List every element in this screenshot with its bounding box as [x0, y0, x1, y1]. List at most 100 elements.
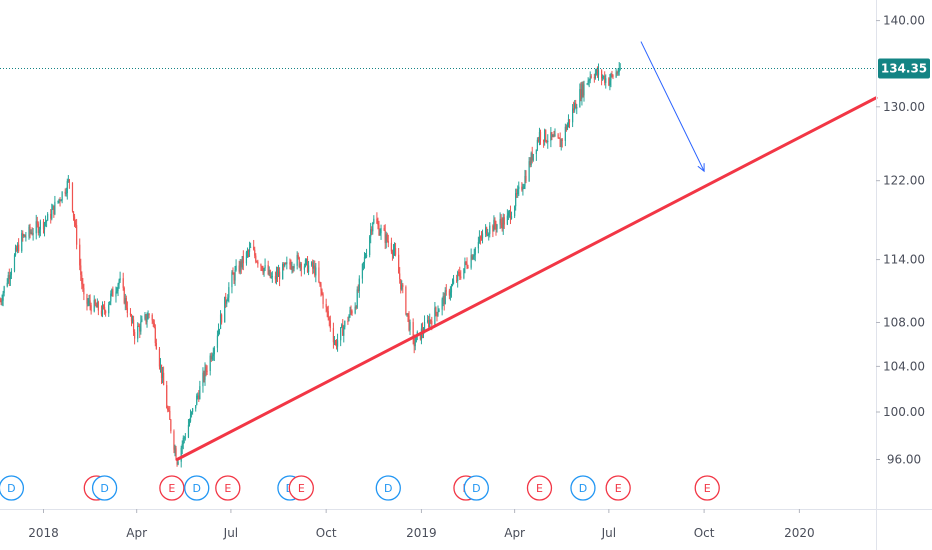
candle-body [539, 132, 542, 140]
candle-body [523, 186, 525, 189]
candle-body [573, 108, 575, 111]
candle-body [450, 285, 453, 293]
candle-body [333, 341, 336, 343]
earnings-marker[interactable]: E [526, 475, 553, 501]
candle-body [118, 280, 120, 285]
candle-body [406, 313, 408, 315]
candle-body [516, 193, 518, 195]
candle-body [456, 280, 458, 282]
candle-body [557, 134, 559, 138]
dividend-marker[interactable]: D [0, 475, 25, 501]
candle-body [398, 254, 400, 274]
candle-body [227, 297, 229, 302]
candle-body [298, 257, 300, 267]
candle-body [23, 234, 25, 237]
candle-body [29, 226, 31, 233]
candle-body [169, 410, 171, 420]
x-axis[interactable]: 2018 Apr Jul Oct 2019 Apr Jul Oct 2020 [28, 509, 815, 540]
trendline[interactable] [175, 96, 878, 461]
candle-body [226, 301, 228, 304]
candle-body [21, 233, 23, 252]
candle-body [616, 72, 618, 74]
candle-body [119, 278, 121, 281]
candle-body [525, 175, 527, 182]
candle-body [430, 319, 432, 321]
candle-body [561, 139, 563, 141]
candle-body [535, 149, 537, 154]
candle-body [412, 322, 414, 339]
candle-body [452, 280, 455, 284]
candle-body [344, 321, 346, 328]
x-tick-label: 2018 [28, 526, 59, 540]
candle-body [83, 288, 85, 295]
candle-body [503, 217, 505, 225]
candle-body [206, 370, 208, 372]
candle-body [496, 224, 498, 230]
candle-body [567, 119, 570, 125]
candle-body [429, 319, 431, 327]
candle-body [588, 80, 590, 82]
candle-body [387, 240, 389, 243]
candle-body [238, 265, 240, 272]
x-tick-label: Oct [316, 526, 337, 540]
event-circle [215, 475, 241, 501]
event-circle [288, 475, 314, 501]
candle-body [93, 299, 95, 312]
candle-body [159, 364, 162, 367]
candle-body [376, 218, 378, 224]
candle-body [174, 448, 176, 450]
candle-body [343, 327, 345, 336]
candle-body [334, 341, 337, 343]
y-axis[interactable]: 96.00 100.00 104.00 108.00 114.00 122.00 130.0… [876, 14, 925, 467]
candle-body [291, 267, 293, 269]
candle-body [65, 193, 67, 195]
candle-body [111, 289, 113, 294]
dividend-marker[interactable]: D [91, 475, 118, 501]
projection-arrow[interactable] [640, 41, 705, 173]
candle-body [507, 212, 510, 216]
dividend-marker[interactable]: D [570, 475, 596, 501]
candle-body [400, 279, 402, 290]
earnings-marker[interactable]: E [215, 475, 241, 501]
candle-body [126, 307, 128, 313]
dividend-marker[interactable]: D [463, 475, 489, 501]
candle-body [307, 265, 310, 273]
y-tick-label: 122.00 [883, 174, 925, 188]
candle-body [315, 267, 317, 276]
candle-body [384, 230, 386, 243]
candle-body [558, 137, 560, 139]
earnings-marker[interactable]: E [605, 475, 631, 501]
candle-body [451, 283, 454, 286]
candle-body [73, 216, 76, 224]
candle-body [199, 386, 201, 399]
candle-body [303, 266, 306, 270]
candle-body [514, 206, 516, 217]
candle-body [124, 298, 126, 304]
candle-body [409, 322, 411, 330]
earnings-marker[interactable]: E [288, 475, 314, 501]
earnings-marker[interactable]: E [159, 475, 185, 501]
candle-body [276, 272, 279, 277]
candle-body [579, 89, 581, 108]
candle-body [58, 199, 60, 201]
candle-body [465, 261, 467, 264]
event-circle [605, 475, 631, 501]
candle-body [282, 264, 284, 280]
earnings-marker[interactable]: E [694, 475, 720, 501]
event-circle [159, 475, 185, 501]
dividend-marker[interactable]: D [375, 475, 401, 501]
candle-body [467, 267, 469, 269]
dividend-marker[interactable]: D [184, 475, 210, 501]
candle-body [196, 395, 198, 406]
candle-body [31, 232, 33, 235]
candle-body [22, 233, 24, 237]
candle-body [59, 199, 61, 201]
candle-body [474, 248, 476, 255]
arrow-shaft [640, 41, 705, 172]
candle-body [184, 437, 186, 439]
candle-body [213, 347, 215, 355]
candle-body [53, 205, 55, 215]
candle-body [312, 262, 314, 269]
candle-body [392, 249, 395, 255]
